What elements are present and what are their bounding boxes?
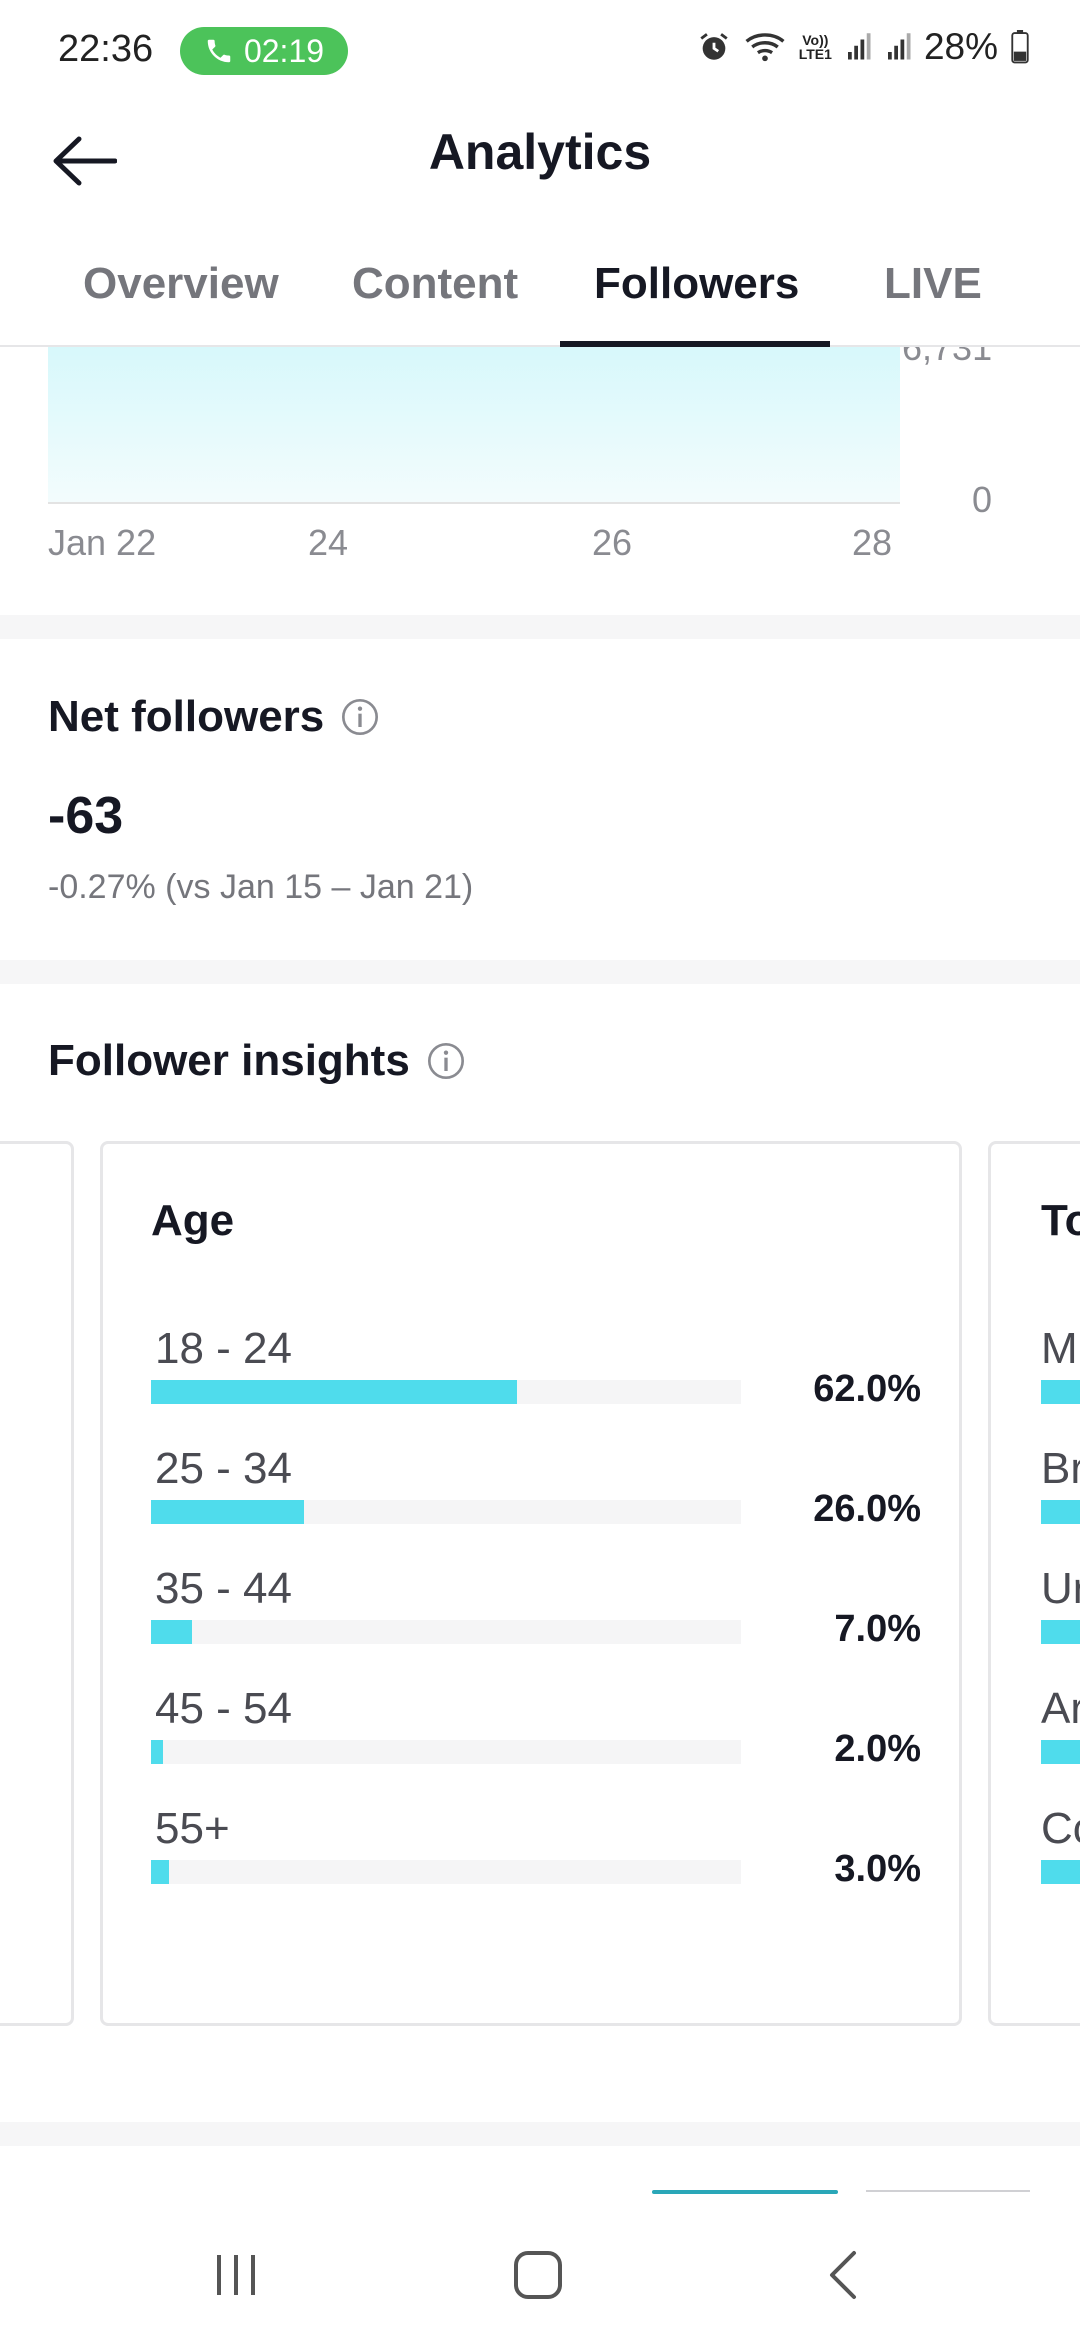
age-range-label: 35 - 44 bbox=[155, 1564, 292, 1613]
arrow-left-icon bbox=[53, 136, 117, 186]
previous-insight-card[interactable] bbox=[0, 1141, 74, 2026]
age-row: 18 - 24 62.0% bbox=[151, 1324, 921, 1434]
x-tick: 26 bbox=[592, 522, 633, 563]
battery-icon bbox=[1011, 30, 1029, 64]
chevron-left-icon bbox=[830, 2251, 856, 2299]
age-percent: 7.0% bbox=[834, 1608, 921, 1650]
net-followers-title: Net followers bbox=[48, 692, 380, 742]
chart-area-fill bbox=[48, 347, 900, 502]
status-icons: Vo)) LTE1 28% bbox=[697, 26, 1030, 68]
follower-insights-section: Follower insights Age 18 - 24 62.0% 25 -… bbox=[0, 984, 1080, 2122]
info-icon[interactable] bbox=[340, 697, 380, 737]
back-button[interactable] bbox=[42, 119, 126, 203]
system-back-button[interactable] bbox=[802, 2240, 882, 2310]
x-tick: Jan 22 bbox=[48, 522, 157, 563]
y-tick-zero: 0 bbox=[972, 479, 993, 520]
call-timer: 02:19 bbox=[243, 32, 325, 69]
net-followers-value: -63 bbox=[48, 787, 124, 845]
next-card-row-label: M bbox=[1041, 1324, 1078, 1373]
age-range-label: 25 - 34 bbox=[155, 1444, 292, 1493]
recent-apps-icon bbox=[217, 2255, 255, 2295]
ongoing-call-chip[interactable]: 02:19 bbox=[180, 27, 348, 75]
next-card-row-label: Ur bbox=[1041, 1564, 1080, 1613]
tab-content[interactable]: Content bbox=[352, 259, 519, 308]
signal-icon-1 bbox=[847, 33, 871, 60]
next-card-bar bbox=[1041, 1740, 1080, 1764]
info-icon[interactable] bbox=[426, 1041, 466, 1081]
tab-followers[interactable]: Followers bbox=[594, 259, 800, 308]
age-bar-fill bbox=[151, 1380, 517, 1404]
bottom-strip bbox=[0, 2146, 1080, 2340]
followers-chart: 6,731 0 Jan 22 24 26 28 bbox=[0, 347, 1080, 615]
next-card-bar bbox=[1041, 1620, 1080, 1644]
next-card-bar bbox=[1041, 1860, 1080, 1884]
partial-button-primary[interactable] bbox=[652, 2190, 838, 2194]
active-tab-indicator bbox=[560, 341, 830, 347]
battery-percent: 28% bbox=[923, 26, 998, 67]
next-card-bar bbox=[1041, 1500, 1080, 1524]
home-icon bbox=[514, 2251, 562, 2299]
age-percent: 2.0% bbox=[834, 1728, 921, 1770]
wifi-icon bbox=[745, 33, 785, 62]
age-percent: 3.0% bbox=[834, 1848, 921, 1890]
age-row: 35 - 44 7.0% bbox=[151, 1564, 921, 1674]
age-bar-track bbox=[151, 1740, 741, 1764]
recent-apps-button[interactable] bbox=[196, 2240, 276, 2310]
net-followers-section: Net followers -63 -0.27% (vs Jan 15 – Ja… bbox=[0, 640, 1080, 960]
tab-bar: Overview Content Followers LIVE bbox=[0, 245, 1080, 347]
next-card-row-label: Br bbox=[1041, 1444, 1080, 1493]
follower-insights-title: Follower insights bbox=[48, 1036, 466, 1086]
age-row: 55+ 3.0% bbox=[151, 1804, 921, 1914]
tab-live[interactable]: LIVE bbox=[884, 259, 982, 308]
next-card-row-label: Cc bbox=[1041, 1804, 1080, 1853]
next-card-row-label: Ar bbox=[1041, 1684, 1080, 1733]
age-bar-track bbox=[151, 1620, 741, 1644]
status-bar: 22:36 02:19 Vo)) LTE1 28% bbox=[0, 0, 1080, 105]
age-insight-card[interactable]: Age 18 - 24 62.0% 25 - 34 26.0% 35 - 44 … bbox=[100, 1141, 962, 2026]
volte-icon: Vo)) LTE1 bbox=[798, 32, 832, 62]
section-divider bbox=[0, 2122, 1080, 2146]
phone-icon bbox=[207, 39, 231, 63]
partial-button-secondary[interactable] bbox=[866, 2190, 1030, 2192]
y-tick-top: 6,731 bbox=[902, 347, 993, 368]
section-divider bbox=[0, 960, 1080, 984]
age-row: 25 - 34 26.0% bbox=[151, 1444, 921, 1554]
home-button[interactable] bbox=[498, 2240, 578, 2310]
status-time: 22:36 bbox=[58, 28, 154, 70]
age-range-label: 18 - 24 bbox=[155, 1324, 292, 1373]
age-row: 45 - 54 2.0% bbox=[151, 1684, 921, 1794]
x-tick: 24 bbox=[308, 522, 349, 563]
age-card-title: Age bbox=[151, 1196, 235, 1245]
page-title: Analytics bbox=[428, 124, 652, 180]
age-bar-track bbox=[151, 1860, 741, 1884]
tab-overview[interactable]: Overview bbox=[83, 259, 279, 308]
next-card-bar bbox=[1041, 1380, 1080, 1404]
age-bar-fill bbox=[151, 1860, 169, 1884]
net-followers-change: -0.27% (vs Jan 15 – Jan 21) bbox=[48, 868, 474, 906]
system-nav-bar bbox=[0, 2210, 1080, 2340]
age-bar-fill bbox=[151, 1740, 163, 1764]
alarm-icon bbox=[700, 33, 728, 60]
age-bar-fill bbox=[151, 1500, 305, 1524]
next-insight-card[interactable]: To M Br Ur Ar Cc bbox=[988, 1141, 1080, 2026]
age-percent: 62.0% bbox=[813, 1368, 921, 1410]
signal-icon-2 bbox=[887, 33, 911, 60]
x-tick: 28 bbox=[852, 522, 893, 563]
age-bar-fill bbox=[151, 1620, 193, 1644]
age-bar-track bbox=[151, 1500, 741, 1524]
next-card-title: To bbox=[1041, 1196, 1080, 1245]
age-bar-track bbox=[151, 1380, 741, 1404]
age-range-label: 45 - 54 bbox=[155, 1684, 292, 1733]
chart-baseline bbox=[48, 502, 900, 504]
age-range-label: 55+ bbox=[155, 1804, 230, 1853]
app-header: Analytics bbox=[0, 105, 1080, 245]
age-percent: 26.0% bbox=[813, 1488, 921, 1530]
section-divider bbox=[0, 615, 1080, 639]
